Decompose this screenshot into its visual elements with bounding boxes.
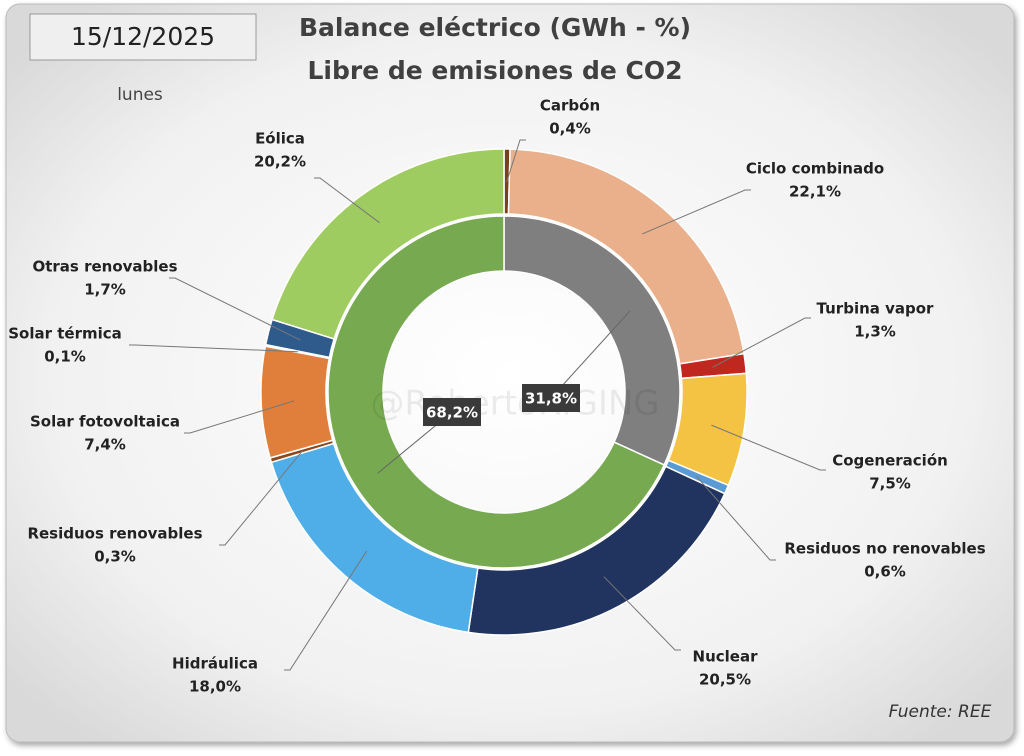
leader-line [219, 450, 303, 546]
rings [260, 148, 748, 636]
category-label: Residuos no renovables [784, 540, 985, 558]
category-label: Solar térmica [8, 325, 122, 343]
watermark: @RobertoRIGING [370, 384, 659, 424]
value-label: 31,8% [525, 390, 577, 408]
value-label: 1,7% [84, 281, 126, 299]
value-label: 0,6% [864, 563, 906, 581]
date: 15/12/2025 [71, 22, 215, 51]
leader-line [314, 177, 380, 224]
value-label: 0,4% [549, 120, 591, 138]
leader-line [603, 576, 681, 651]
value-label: 20,2% [254, 153, 306, 171]
category-label: Cogeneración [832, 452, 948, 470]
value-label: 22,1% [789, 183, 841, 201]
leader-line [711, 424, 826, 471]
category-label: Otras renovables [32, 258, 177, 276]
leader-line [284, 550, 368, 671]
value-label: 1,3% [854, 323, 896, 341]
chart-subtitle: Libre de emisiones de CO2 [307, 56, 682, 85]
chart-title: Balance eléctrico (GWh - %) [299, 13, 691, 42]
slice [327, 215, 666, 569]
source: Fuente: REE [889, 702, 992, 722]
slice [503, 215, 681, 466]
leader-line [642, 189, 751, 235]
value-label: 20,5% [699, 671, 751, 689]
slice [271, 148, 505, 340]
value-label: 0,3% [94, 548, 136, 566]
value-label: 7,4% [84, 436, 126, 454]
leader-line [169, 277, 301, 341]
leader-line [550, 310, 631, 399]
card [5, 3, 1015, 743]
date-box [29, 13, 257, 61]
category-label: Eólica [255, 130, 305, 148]
category-label: Carbón [540, 97, 600, 115]
category-label: Turbina vapor [817, 300, 935, 318]
leader-line [184, 400, 295, 434]
leader-line [129, 344, 298, 353]
value-label: 7,5% [869, 475, 911, 493]
value-label: 18,0% [189, 678, 241, 696]
category-label: Residuos renovables [27, 525, 202, 543]
weekday: lunes [117, 85, 163, 105]
category-label: Ciclo combinado [746, 160, 884, 178]
value-box [423, 398, 481, 426]
slice [260, 345, 334, 459]
value-label: 0,1% [44, 348, 86, 366]
value-label: 68,2% [426, 404, 478, 422]
value-box [522, 384, 580, 412]
leader-line [695, 475, 776, 561]
labels: Carbón 0,4% Ciclo combinado 22,1% Turbina va… [8, 97, 985, 696]
leader-line [506, 139, 526, 183]
leader-line [712, 317, 811, 368]
category-label: Solar fotovoltaica [30, 413, 180, 431]
category-label: Nuclear [693, 648, 759, 666]
category-label: Hidráulica [172, 655, 258, 673]
